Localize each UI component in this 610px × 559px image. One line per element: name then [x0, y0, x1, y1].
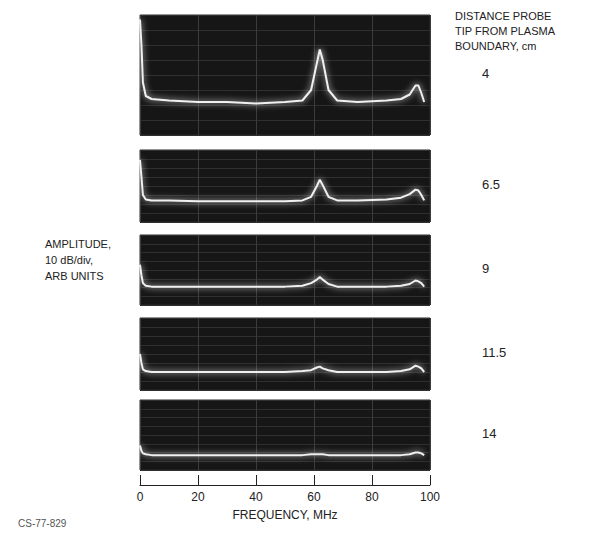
svg-text:14: 14	[482, 426, 496, 441]
svg-text:11.5: 11.5	[482, 345, 506, 360]
svg-text:ARB UNITS: ARB UNITS	[45, 270, 104, 282]
svg-text:FREQUENCY, MHz: FREQUENCY, MHz	[232, 508, 337, 522]
svg-text:10 dB/div,: 10 dB/div,	[45, 254, 93, 266]
svg-text:BOUNDARY, cm: BOUNDARY, cm	[455, 40, 537, 52]
svg-text:80: 80	[365, 490, 379, 504]
svg-text:6.5: 6.5	[482, 177, 500, 192]
svg-text:0: 0	[137, 490, 144, 504]
svg-text:CS-77-829: CS-77-829	[18, 518, 67, 529]
svg-text:DISTANCE PROBE: DISTANCE PROBE	[455, 10, 551, 22]
svg-text:20: 20	[191, 490, 205, 504]
svg-text:40: 40	[249, 490, 263, 504]
svg-text:9: 9	[482, 261, 489, 276]
svg-text:100: 100	[420, 490, 440, 504]
svg-text:AMPLITUDE,: AMPLITUDE,	[45, 238, 111, 250]
svg-text:4: 4	[482, 66, 489, 81]
svg-text:60: 60	[307, 490, 321, 504]
svg-text:TIP FROM PLASMA: TIP FROM PLASMA	[455, 25, 556, 37]
